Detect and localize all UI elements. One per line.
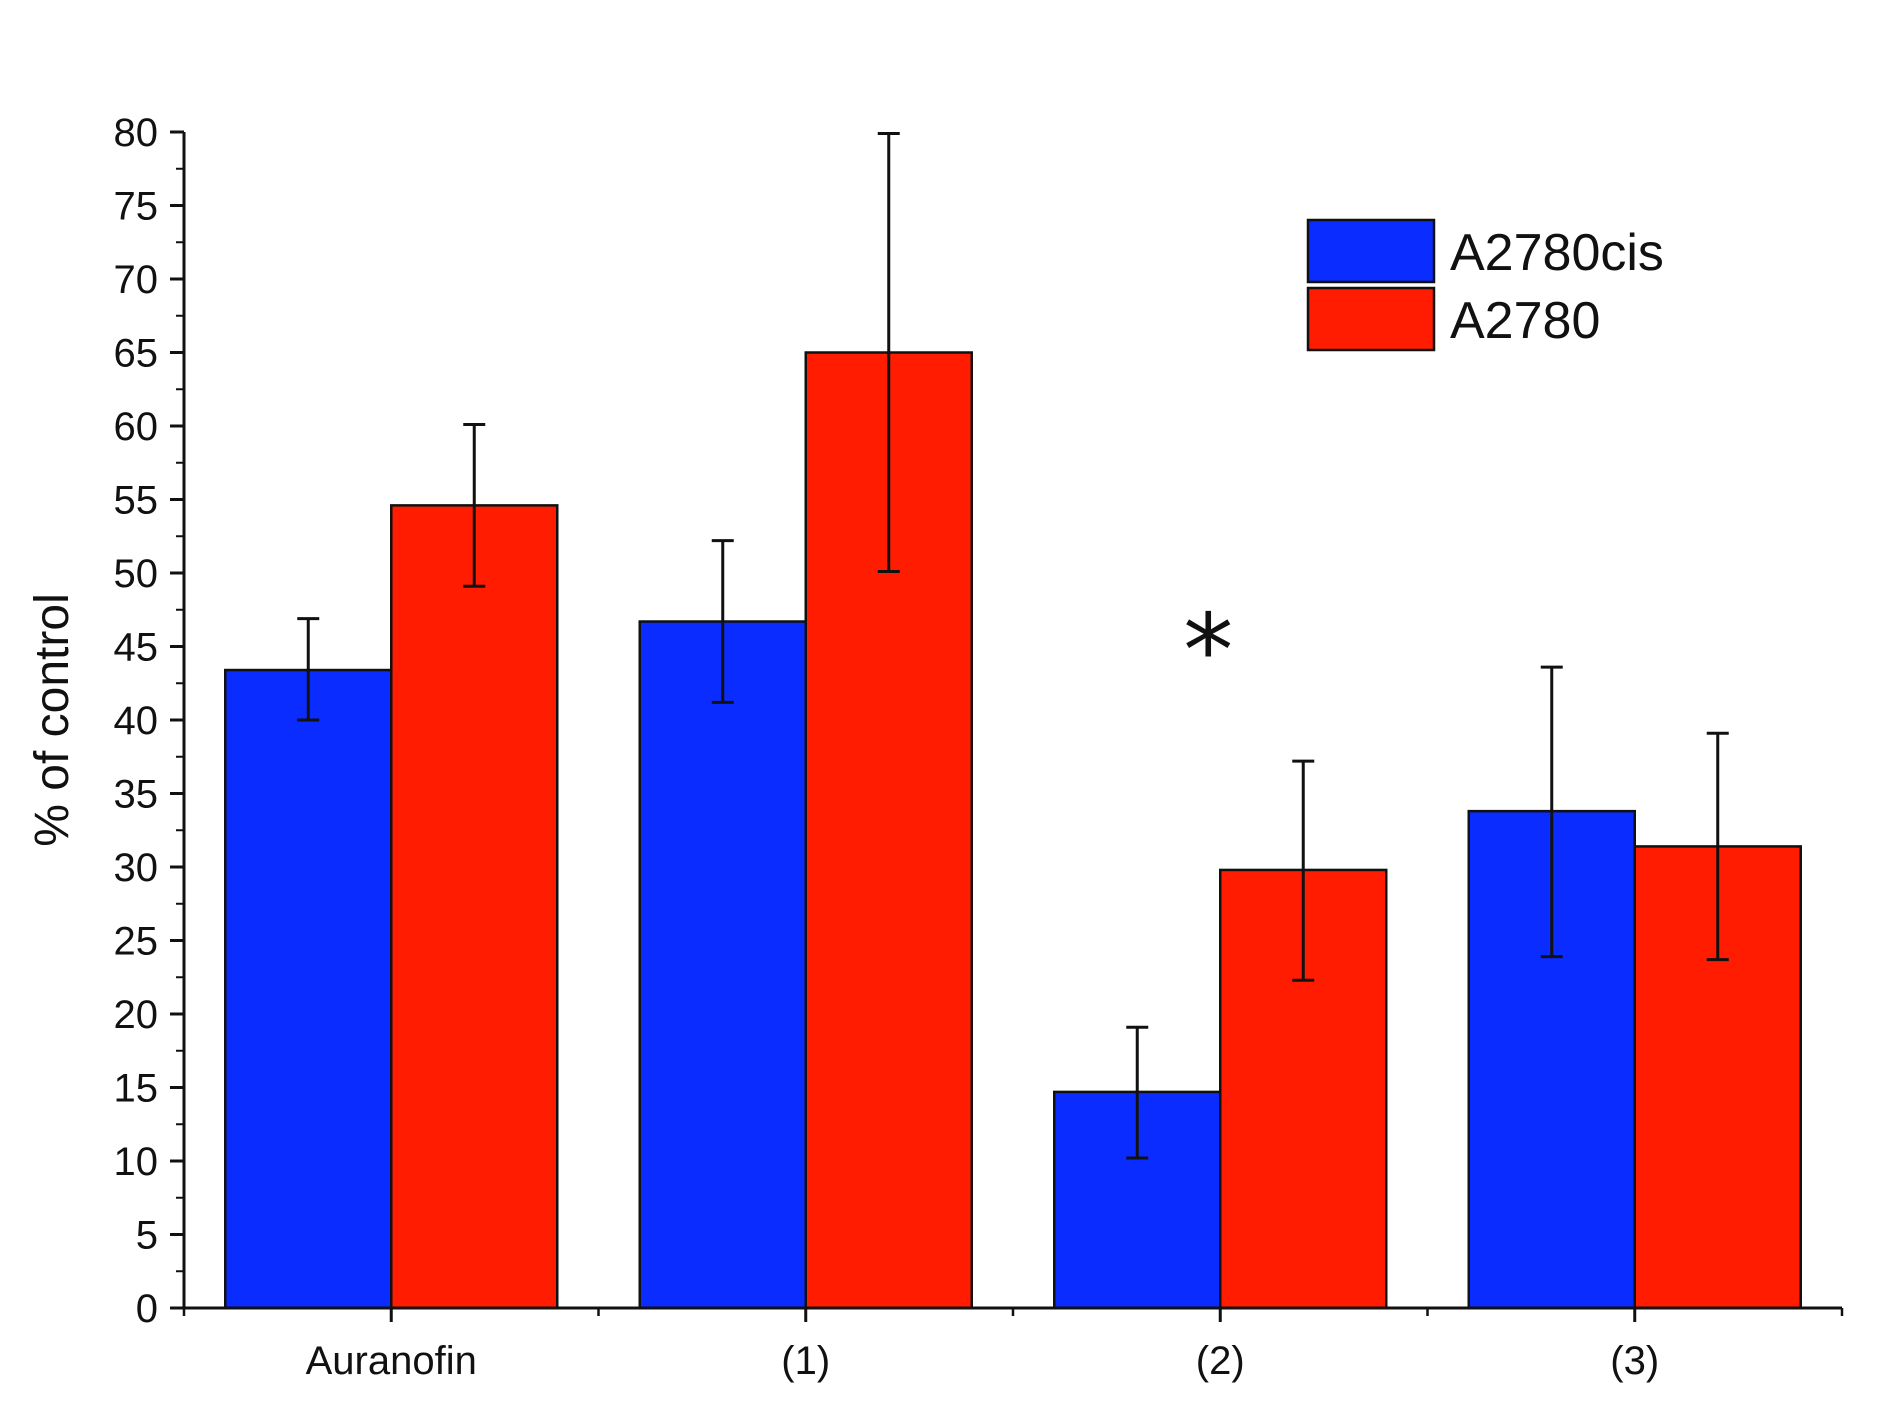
y-tick-label: 0 [136,1287,158,1331]
y-tick-label: 70 [114,258,159,302]
y-tick-label: 20 [114,993,159,1037]
annotations-layer: * [1183,592,1233,709]
legend-label-a2780: A2780 [1450,292,1600,350]
y-tick-label: 40 [114,699,159,743]
y-tick-label: 60 [114,405,159,449]
bar-a2780cis-1 [224,668,393,1310]
bar-a2780-1 [390,504,559,1310]
y-tick-label: 10 [114,1140,159,1184]
y-axis-title: % of control [26,593,79,846]
bar-a2780cis-2 [638,620,807,1310]
legend-swatch-a2780 [1306,286,1436,352]
x-tick-label: (3) [1610,1339,1659,1383]
y-tick-label: 25 [114,920,159,964]
legend-label-a2780cis: A2780cis [1450,224,1664,282]
legend: A2780cis A2780 [1306,218,1664,352]
x-tick-label: (1) [781,1339,830,1383]
y-tick-label: 5 [136,1214,158,1258]
bars-layer [224,351,1802,1310]
y-ticks: 0 5 10 15 20 25 30 35 40 45 50 55 60 65 70 75 80 [114,111,184,1331]
significance-asterisk: * [1183,592,1233,709]
y-tick-label: 65 [114,332,159,376]
y-tick-label: 45 [114,626,159,670]
x-tick-label: (2) [1196,1339,1245,1383]
y-tick-label: 35 [114,773,159,817]
y-tick-label: 75 [114,185,159,229]
error-bars-layer [297,131,1729,1160]
legend-swatch-a2780cis [1306,218,1436,284]
y-tick-label: 50 [114,552,159,596]
x-tick-label: Auranofin [306,1339,477,1383]
y-tick-label: 55 [114,479,159,523]
y-tick-label: 30 [114,846,159,890]
x-ticks: Auranofin (1) (2) (3) [182,1308,1844,1383]
y-tick-label: 15 [114,1067,159,1111]
y-tick-label: 80 [114,111,159,155]
